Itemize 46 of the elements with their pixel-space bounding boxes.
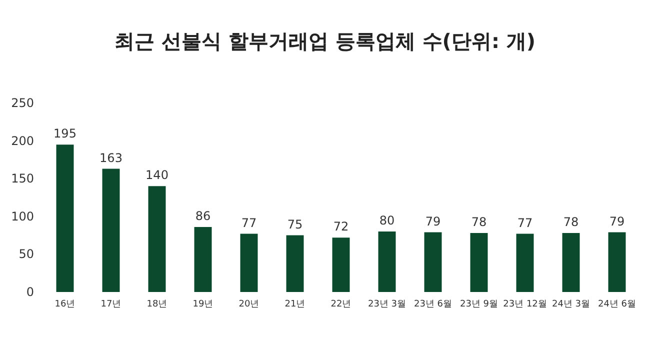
chart-title: 최근 선불식 할부거래업 등록업체 수(단위: 개)	[114, 29, 536, 53]
x-tick-label: 19년	[192, 300, 214, 310]
y-tick-label: 250	[11, 96, 34, 110]
data-label: 140	[146, 168, 168, 182]
data-label: 77	[517, 216, 533, 230]
bar	[286, 235, 304, 292]
y-tick-label: 50	[18, 247, 34, 262]
x-tick-label: 17년	[100, 300, 122, 310]
bar	[56, 144, 74, 292]
x-tick-label: 18년	[146, 300, 168, 310]
x-tick-label: 23년 9월	[460, 300, 498, 310]
y-tick-label: 100	[11, 209, 34, 224]
data-label: 75	[287, 217, 303, 232]
data-label: 78	[471, 215, 487, 230]
bar	[102, 168, 120, 292]
x-tick-label: 23년 12월	[503, 300, 547, 310]
data-label: 79	[425, 214, 441, 228]
y-tick-label: 150	[11, 172, 34, 186]
y-tick-label: 200	[11, 134, 34, 148]
bar	[516, 234, 534, 292]
bar	[194, 226, 212, 292]
bar	[562, 233, 580, 292]
bar	[424, 232, 442, 292]
bar	[148, 186, 166, 292]
x-tick-label: 20년	[238, 300, 260, 310]
bar	[608, 232, 626, 292]
x-tick-label: 23년 6월	[414, 300, 452, 310]
bar	[378, 232, 396, 292]
y-tick-label: 0	[26, 285, 34, 299]
bar	[240, 234, 258, 292]
data-label: 80	[379, 214, 395, 228]
bar	[332, 238, 350, 292]
bar	[470, 233, 488, 292]
data-label: 163	[100, 150, 122, 165]
x-tick-label: 22년	[330, 300, 352, 310]
x-tick-label: 24년 6월	[598, 300, 636, 310]
data-label: 78	[563, 215, 579, 230]
data-label: 195	[54, 126, 76, 141]
data-label: 77	[241, 216, 257, 230]
x-tick-label: 16년	[54, 300, 76, 310]
x-tick-label: 23년 3월	[368, 300, 406, 310]
data-label: 86	[195, 208, 211, 223]
x-tick-label: 21년	[284, 300, 306, 310]
x-tick-label: 24년 3월	[552, 300, 590, 310]
data-label: 72	[333, 220, 349, 234]
data-label: 79	[609, 214, 625, 228]
